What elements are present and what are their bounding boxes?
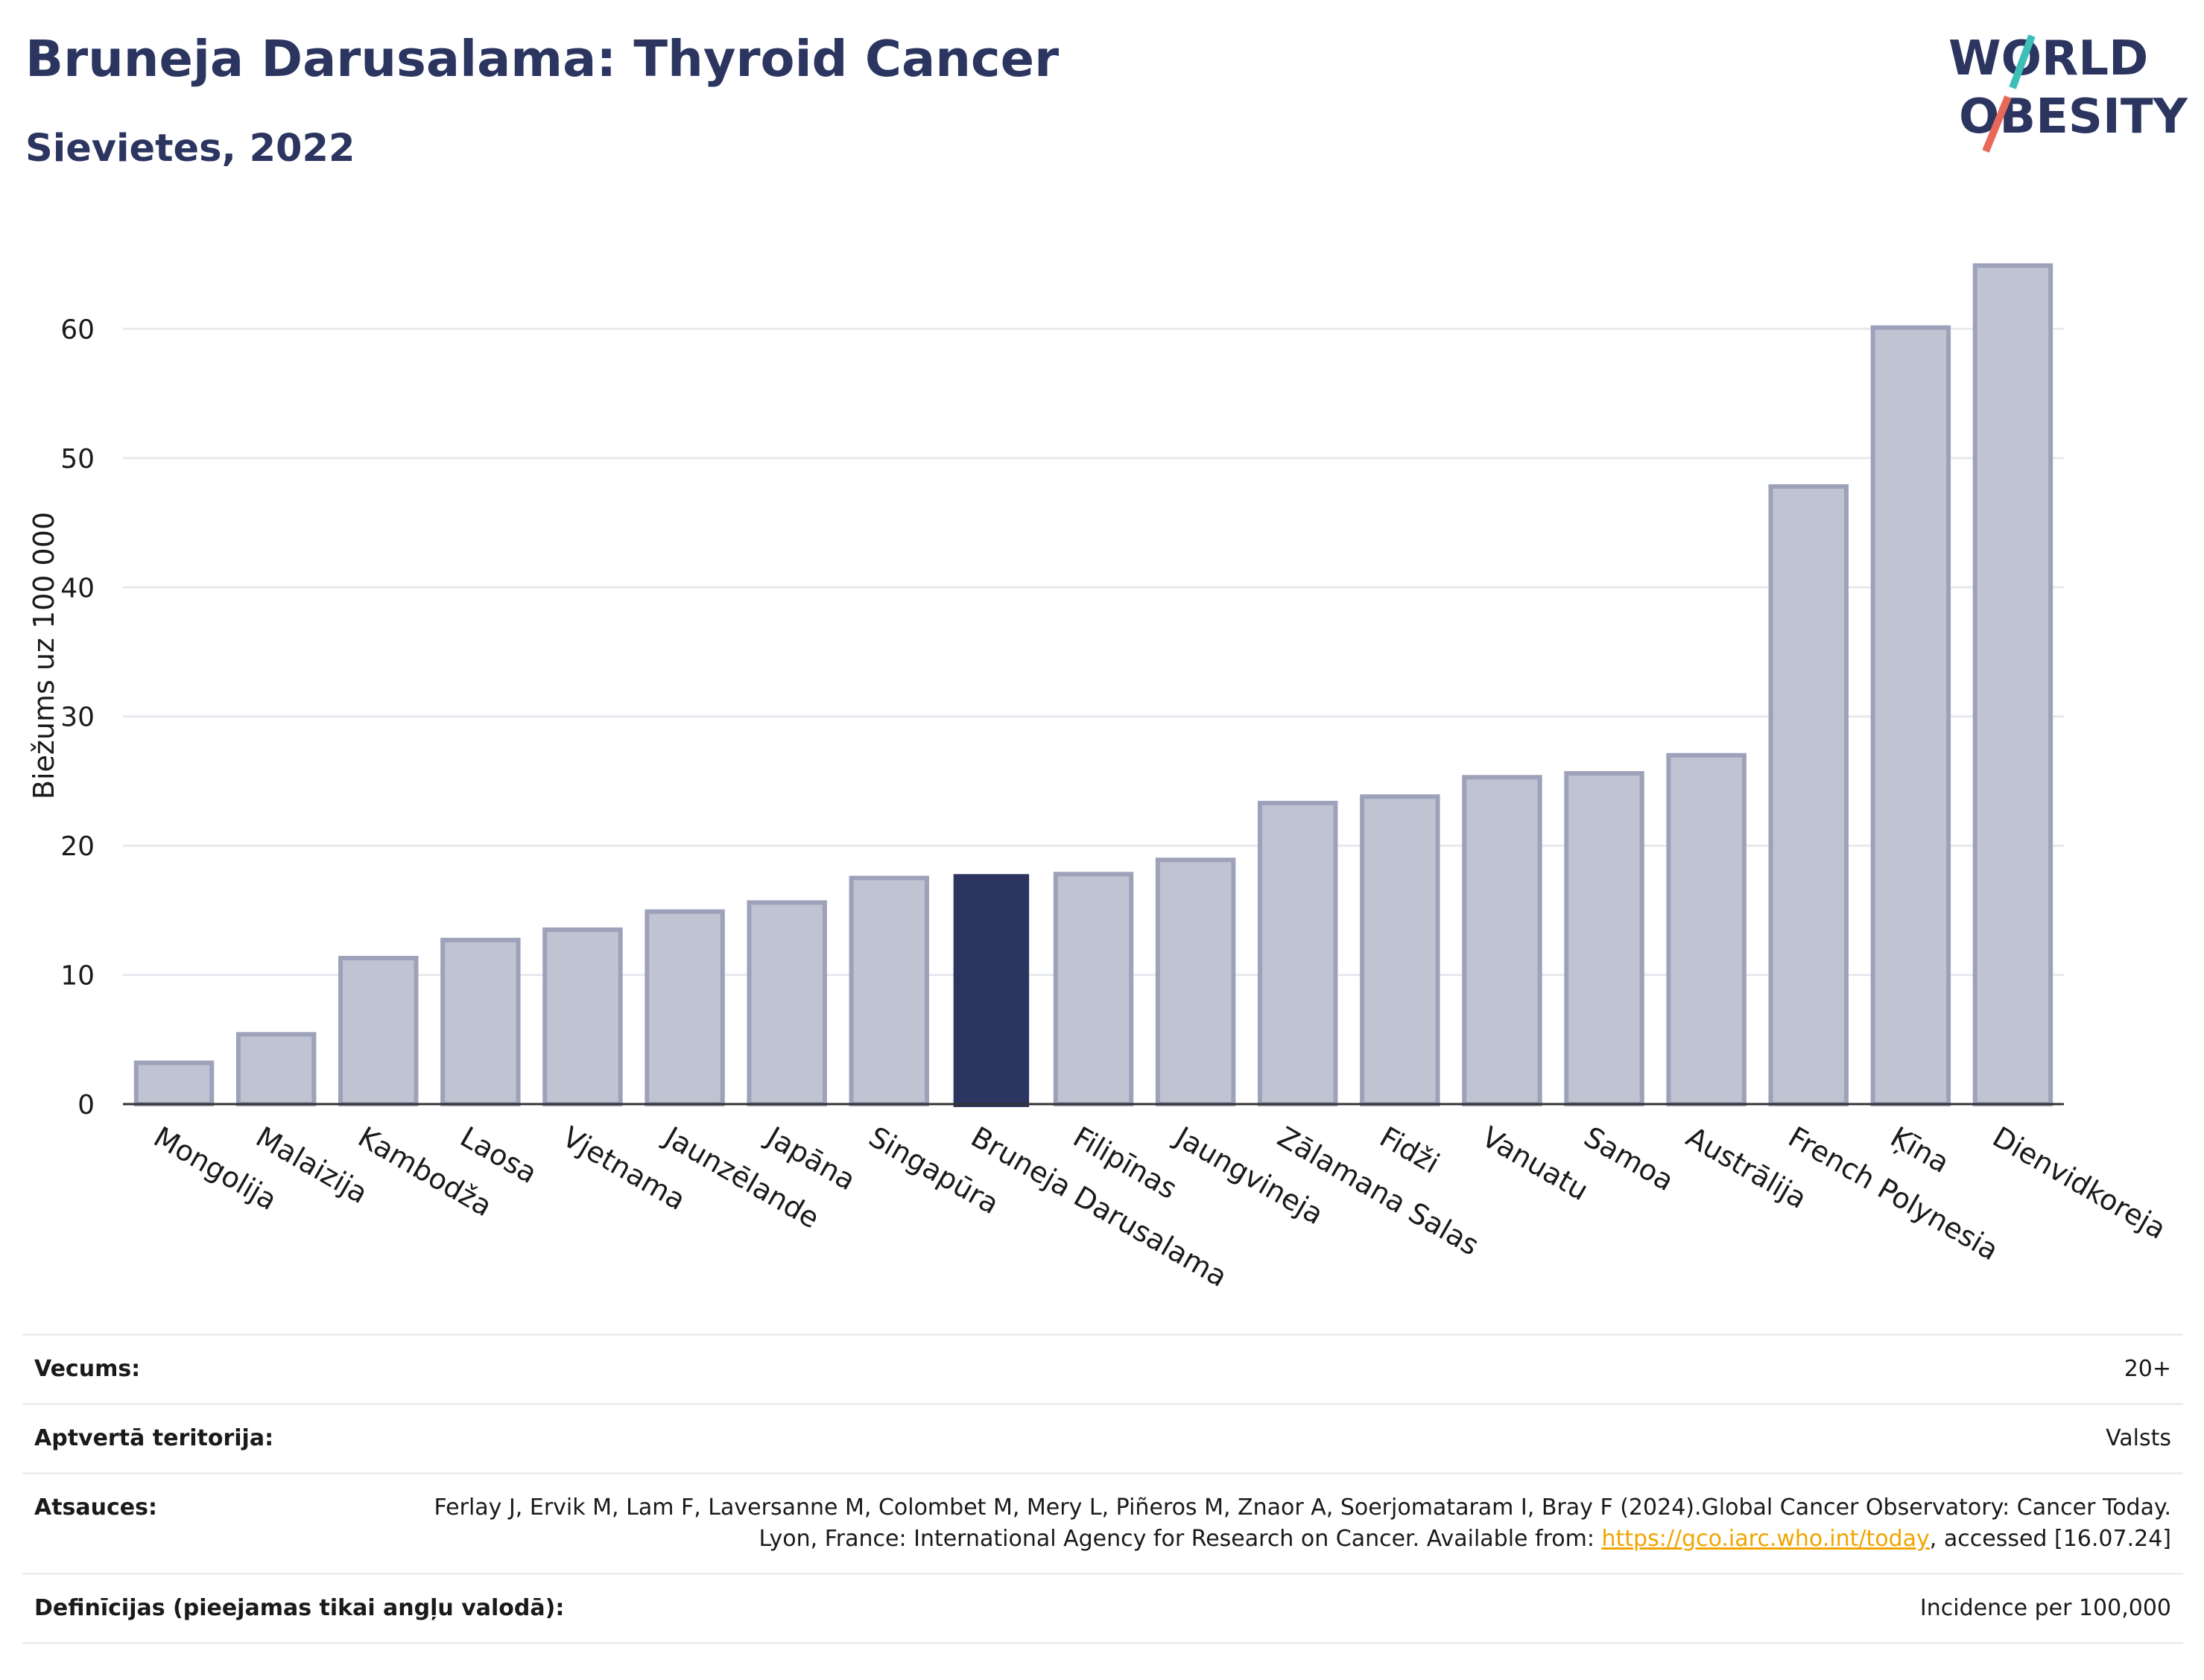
bar [1768, 484, 1849, 1107]
bar [1462, 775, 1542, 1106]
bar [1972, 263, 2053, 1106]
metadata-table: Vecums: 20+ Aptvertā teritorija: Valsts … [22, 1334, 2183, 1644]
y-tick-label: 50 [60, 444, 95, 475]
bar [1053, 872, 1134, 1106]
world-obesity-logo: WORLD OBESITY [1948, 31, 2188, 153]
reference-accessed: , accessed [16.07.24] [1929, 1526, 2171, 1552]
bar [1564, 771, 1644, 1107]
meta-key-age: Vecums: [34, 1356, 141, 1382]
bar [440, 937, 521, 1106]
bar [645, 909, 725, 1106]
y-tick-label: 10 [60, 961, 95, 992]
y-tick-label: 20 [60, 831, 95, 862]
meta-row-age: Vecums: 20+ [22, 1336, 2183, 1405]
logo-slash-teal [2009, 34, 2036, 89]
y-tick-label: 30 [60, 703, 95, 733]
meta-row-definitions: Definīcijas (pieejamas tikai angļu valod… [22, 1575, 2183, 1644]
meta-key-definitions: Definīcijas (pieejamas tikai angļu valod… [34, 1595, 565, 1621]
bar [953, 874, 1030, 1107]
x-tick-label: Fidži [1374, 1120, 1445, 1180]
x-tick-label: Samoa [1579, 1120, 1679, 1198]
x-tick-label: Ķīna [1885, 1120, 1955, 1180]
y-tick-label: 40 [60, 573, 95, 603]
meta-row-area: Aptvertā teritorija: Valsts [22, 1405, 2183, 1474]
meta-value-references: Ferlay J, Ervik M, Lam F, Laversanne M, … [420, 1492, 2171, 1555]
meta-row-references: Atsauces: Ferlay J, Ervik M, Lam F, Lave… [22, 1474, 2183, 1575]
bar [338, 956, 419, 1106]
y-tick-label: 0 [77, 1090, 95, 1120]
bar [235, 1032, 317, 1107]
bar [1155, 858, 1236, 1106]
reference-text: Ferlay J, Ervik M, Lam F, Laversanne M, … [434, 1494, 2171, 1552]
meta-value-age: 20+ [2124, 1356, 2171, 1382]
bar [1666, 752, 1747, 1106]
reference-link[interactable]: https://gco.iarc.who.int/today [1601, 1526, 1930, 1552]
bar [1257, 800, 1338, 1106]
y-axis-label: Biežums uz 100 000 [28, 512, 60, 799]
page-subtitle: Sievietes, 2022 [25, 127, 355, 171]
bar [747, 900, 827, 1106]
bar-chart: 0 10 20 30 40 50 60 MongolijaMalaizijaKambodža… [28, 263, 2171, 1293]
page-title: Bruneja Darusalama: Thyroid Cancer [25, 30, 1060, 88]
bars [133, 263, 2053, 1107]
logo-text-world: WORLD [1948, 31, 2148, 86]
x-tick-label: Vanuatu [1476, 1120, 1594, 1207]
bar [542, 927, 623, 1106]
x-tick-label: Dienvidkoreja [1987, 1120, 2171, 1246]
y-tick-labels: 0 10 20 30 40 50 60 [60, 314, 95, 1120]
meta-value-area: Valsts [2106, 1425, 2171, 1451]
bar [1870, 325, 1951, 1106]
bar [133, 1060, 215, 1106]
bar [849, 875, 930, 1107]
bar [1360, 794, 1440, 1106]
meta-value-definitions: Incidence per 100,000 [1919, 1595, 2171, 1621]
logo-slash-coral [1982, 95, 2012, 153]
meta-key-area: Aptvertā teritorija: [34, 1425, 274, 1451]
y-tick-label: 60 [60, 314, 95, 345]
meta-key-references: Atsauces: [34, 1494, 157, 1521]
